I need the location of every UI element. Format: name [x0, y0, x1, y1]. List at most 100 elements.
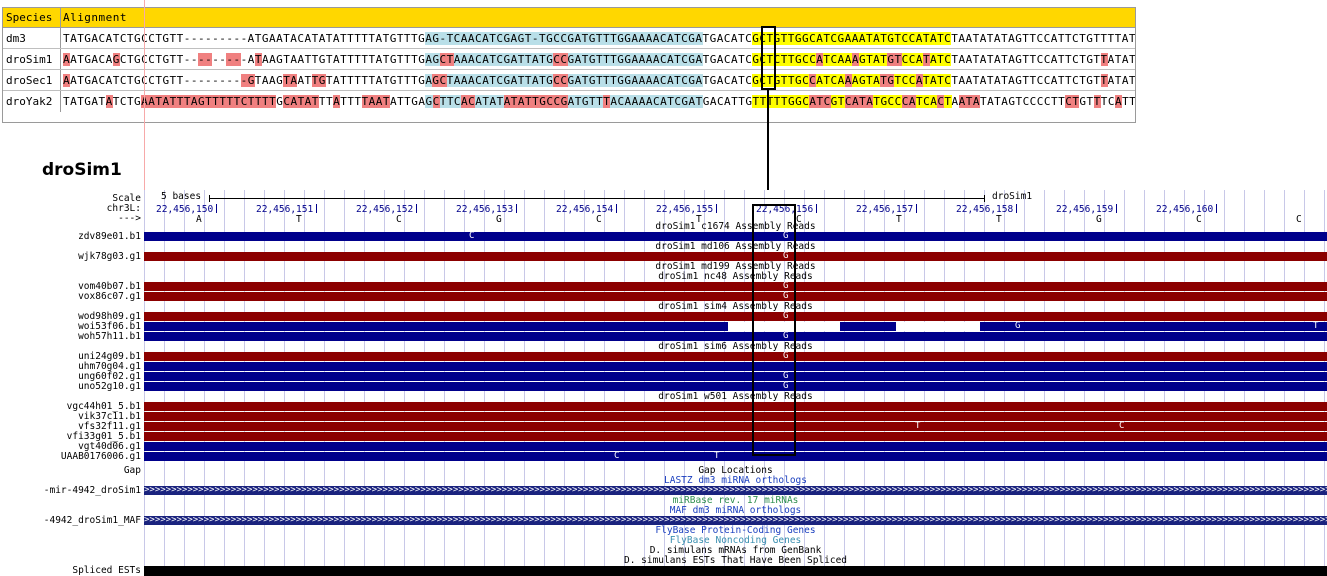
- assembly-read-bar[interactable]: [144, 292, 1327, 301]
- assembly-read-bar[interactable]: [144, 232, 1327, 241]
- alignment-species-label: droYak2: [3, 91, 61, 112]
- track-label-vox86c07.g1[interactable]: vox86c07.g1: [78, 291, 141, 302]
- assembly-read-bar[interactable]: [144, 432, 1327, 441]
- track-label-vgt40d06.g1[interactable]: vgt40d06.g1: [78, 441, 141, 452]
- track-center-label[interactable]: droSim1 md199 Assembly Reads: [655, 261, 816, 272]
- track-label-woh57h11.b1[interactable]: woh57h11.b1: [78, 331, 141, 342]
- assembly-read-bar[interactable]: [144, 312, 1327, 321]
- track-label-gap[interactable]: Gap: [123, 465, 141, 476]
- flybase-noncoding-label[interactable]: FlyBase Noncoding Genes: [669, 535, 802, 546]
- track-label-uhm70g04.g1[interactable]: uhm70g04.g1: [78, 361, 141, 372]
- position-label: 22,456,157: [856, 204, 914, 215]
- position-label: 22,456,159: [1056, 204, 1114, 215]
- base-letter: T: [296, 214, 302, 225]
- read-base-letter: C: [469, 231, 475, 241]
- base-letter: C: [796, 214, 802, 225]
- browser-track-labels: Scale chr3L: ---> zdv89e01.b1 wjk78g03.g1 vom…: [0, 190, 144, 576]
- assembly-read-bar[interactable]: [144, 452, 1327, 461]
- read-base-letter: G: [783, 251, 789, 261]
- track-label-vgc44h01_5.b1[interactable]: vgc44h01_5.b1: [66, 401, 141, 412]
- position-tick: [1116, 204, 1117, 213]
- read-base-letter: G: [783, 371, 789, 381]
- track-label-ung60f02.g1[interactable]: ung60f02.g1: [78, 371, 141, 382]
- assembly-read-bar[interactable]: [144, 352, 1327, 361]
- lastz-label[interactable]: LASTZ dm3 miRNA orthologs: [664, 475, 807, 486]
- assembly-read-bar[interactable]: [144, 442, 1327, 451]
- read-base-letter: G: [783, 351, 789, 361]
- spliced-est-track[interactable]: [144, 566, 1327, 576]
- position-label: 22,456,155: [656, 204, 714, 215]
- track-label-UAAB0176006.g1[interactable]: UAAB0176006.g1: [60, 451, 141, 462]
- track-label-vik37c11.b1[interactable]: vik37c11.b1: [78, 411, 141, 422]
- scale-label[interactable]: Scale: [112, 193, 141, 204]
- track-center-label[interactable]: droSim1 c1674 Assembly Reads: [655, 221, 816, 232]
- strand-label[interactable]: --->: [118, 213, 141, 224]
- assembly-read-bar[interactable]: [144, 422, 1327, 431]
- read-base-letter: G: [783, 281, 789, 291]
- track-label-vfi33g01_5.b1[interactable]: vfi33g01_5.b1: [66, 431, 141, 442]
- alignment-species-label: dm3: [3, 28, 61, 48]
- assembly-read-bar[interactable]: [144, 332, 1327, 341]
- read-gap: [728, 322, 840, 331]
- read-base-letter: G: [783, 381, 789, 391]
- track-center-label[interactable]: droSim1 sim4 Assembly Reads: [658, 301, 813, 312]
- assembly-read-bar[interactable]: [144, 372, 1327, 381]
- track-label-4942-maf[interactable]: -4942_droSim1_MAF: [43, 515, 141, 526]
- alignment-sequence: AATGACAGCTGCCTGTT---------ATAAGTAATTGTAT…: [63, 53, 1135, 66]
- base-letter: T: [896, 214, 902, 225]
- base-letter: C: [396, 214, 402, 225]
- dsim-est-label[interactable]: D. simulans ESTs That Have Been Spliced: [623, 555, 848, 566]
- maf-ortholog-track[interactable]: >>>>>>>>>>>>>>>>>>>>>>>>>>>>>>>>>>>>>>>>…: [144, 516, 1327, 525]
- assembly-read-bar[interactable]: [144, 382, 1327, 391]
- alignment-sequence: AATGACATCTGCCTGTT---------GTAAGTAATTGTAT…: [63, 74, 1135, 87]
- scale-bar-tick: [209, 195, 210, 202]
- base-letter: G: [1096, 214, 1102, 225]
- read-base-letter: G: [1015, 321, 1021, 331]
- track-label-uno52g10.g1[interactable]: uno52g10.g1: [78, 381, 141, 392]
- assembly-read-bar[interactable]: [144, 282, 1327, 291]
- track-center-label[interactable]: droSim1 md106 Assembly Reads: [655, 241, 816, 252]
- track-label-spliced-ests[interactable]: Spliced ESTs: [72, 565, 141, 576]
- position-tick: [416, 204, 417, 213]
- track-label-mir-4942[interactable]: -mir-4942_droSim1: [43, 485, 141, 496]
- alignment-row: droSec1 AATGACATCTGCCTGTT---------GTAAGT…: [3, 70, 1135, 91]
- track-center-label[interactable]: droSim1 w501 Assembly Reads: [658, 391, 813, 402]
- read-base-letter: C: [1119, 421, 1125, 431]
- chrom-label[interactable]: chr3L:: [106, 203, 141, 214]
- position-tick: [1016, 204, 1017, 213]
- position-label: 22,456,153: [456, 204, 514, 215]
- assembly-read-bar[interactable]: [144, 252, 1327, 261]
- position-tick: [716, 204, 717, 213]
- dsim-mrna-label[interactable]: D. simulans mRNAs from GenBank: [649, 545, 822, 556]
- alignment-species-label: droSim1: [3, 49, 61, 69]
- mirbase-label[interactable]: miRBase rev. 17 miRNAs: [672, 495, 799, 506]
- position-tick: [516, 204, 517, 213]
- track-label-wjk78g03.g1[interactable]: wjk78g03.g1: [78, 251, 141, 262]
- read-base-letter: G: [783, 331, 789, 341]
- maf-ortholog-label[interactable]: MAF dm3 miRNA orthologs: [669, 505, 802, 516]
- scale-bar-line: [209, 198, 984, 199]
- track-label-woi53f06.b1[interactable]: woi53f06.b1: [78, 321, 141, 332]
- flybase-protein-label[interactable]: FlyBase Protein-Coding Genes: [655, 525, 816, 536]
- assembly-read-bar[interactable]: [144, 402, 1327, 411]
- base-letter: C: [596, 214, 602, 225]
- browser-data-area: 5 bases droSim1 22,456,150 A 22,456,151 T 22,4…: [144, 190, 1327, 576]
- position-tick: [816, 204, 817, 213]
- mirna-ortholog-track[interactable]: >>>>>>>>>>>>>>>>>>>>>>>>>>>>>>>>>>>>>>>>…: [144, 486, 1327, 495]
- alignment-header-row: Species Alignment: [3, 8, 1135, 28]
- track-label-uni24g09.b1[interactable]: uni24g09.b1: [78, 351, 141, 362]
- alignment-alignment-header: Alignment: [61, 8, 1135, 27]
- track-label-zdv89e01.b1[interactable]: zdv89e01.b1: [78, 231, 141, 242]
- track-label-vom40b07.b1[interactable]: vom40b07.b1: [78, 281, 141, 292]
- position-label: 22,456,154: [556, 204, 614, 215]
- track-label-wod98h09.g1[interactable]: wod98h09.g1: [78, 311, 141, 322]
- alignment-row: droSim1 AATGACAGCTGCCTGTT---------ATAAGT…: [3, 49, 1135, 70]
- alignment-highlight-connector: [767, 90, 769, 204]
- track-label-vfs32f11.g1[interactable]: vfs32f11.g1: [78, 421, 141, 432]
- assembly-read-bar[interactable]: [144, 412, 1327, 421]
- track-center-label[interactable]: droSim1 sim6 Assembly Reads: [658, 341, 813, 352]
- assembly-read-bar[interactable]: [144, 362, 1327, 371]
- track-center-label[interactable]: droSim1 nc48 Assembly Reads: [658, 271, 813, 282]
- position-label: 22,456,158: [956, 204, 1014, 215]
- gap-locations-label[interactable]: Gap Locations: [698, 465, 773, 476]
